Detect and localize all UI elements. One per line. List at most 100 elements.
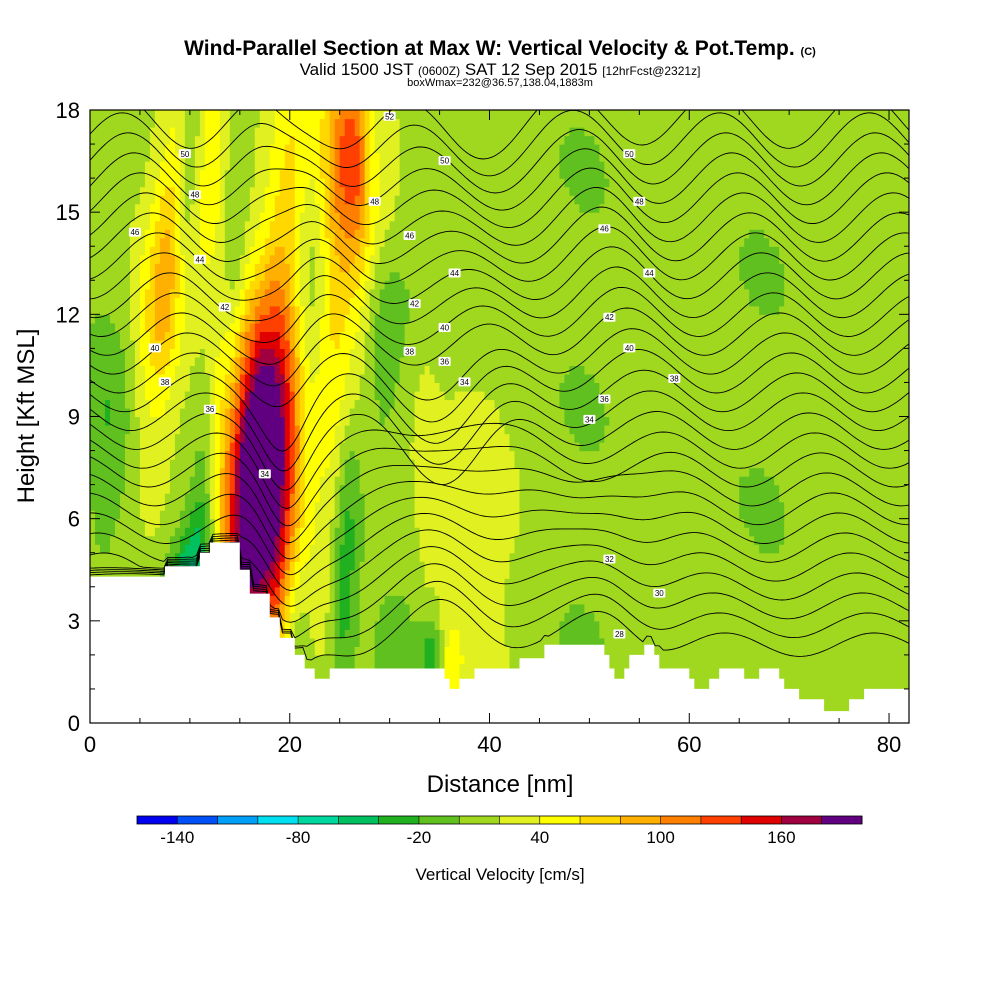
velocity-cell [329,195,336,205]
velocity-cell [604,663,909,673]
velocity-cell [274,535,281,545]
velocity-cell [174,212,181,222]
velocity-cell [444,654,466,664]
velocity-cell [739,510,785,520]
velocity-cell [249,382,256,392]
velocity-cell [299,297,311,307]
velocity-cell [339,212,361,222]
velocity-cell [224,382,231,392]
velocity-cell [304,203,321,213]
velocity-cell [94,535,111,545]
y-tick-label: 15 [56,200,80,225]
velocity-cell [374,220,391,230]
velocity-cell [194,501,206,511]
velocity-cell [204,365,216,375]
velocity-cell [214,501,221,511]
theta-label: 44 [645,269,654,278]
velocity-cell [239,399,246,409]
velocity-cell [504,595,909,605]
colorbar-swatch [257,816,299,824]
velocity-cell [269,152,286,162]
velocity-cell [249,186,266,196]
velocity-cell [90,459,126,469]
velocity-cell [149,246,161,256]
velocity-cell [504,586,909,596]
velocity-cell [374,654,426,664]
colorbar-swatch [378,816,420,824]
velocity-cell [519,467,750,477]
velocity-cell [174,297,186,307]
velocity-cell [90,390,126,401]
velocity-cell [304,501,316,511]
velocity-cell [129,416,141,426]
theta-contour [90,445,909,527]
velocity-cell [289,399,296,409]
theta-contour [90,286,909,345]
velocity-cell [219,459,226,469]
velocity-cell [449,629,461,639]
velocity-cell [224,476,231,486]
velocity-cell [359,135,366,145]
velocity-cell [369,118,376,128]
velocity-cell [409,297,750,307]
colorbar-label: 100 [646,828,674,847]
velocity-cell [294,552,301,562]
velocity-cell [90,476,126,486]
velocity-cell [179,356,196,367]
velocity-cell [414,407,501,418]
velocity-cell [179,544,186,554]
velocity-cell [90,212,136,222]
velocity-cell [304,331,321,341]
velocity-cell [294,510,301,520]
velocity-cell [169,459,196,469]
velocity-cell [374,314,411,324]
velocity-cell [189,484,206,494]
velocity-cell [294,399,301,409]
velocity-cell [289,331,296,341]
velocity-cell [284,373,291,384]
velocity-cell [289,518,296,528]
velocity-cell [324,305,331,315]
velocity-cell [179,425,211,435]
velocity-cell [154,297,171,307]
velocity-cell [444,663,461,673]
velocity-cell [359,637,376,647]
velocity-cell [259,212,276,222]
velocity-cell [369,178,381,188]
velocity-cell [229,152,256,162]
velocity-cell [264,271,291,281]
velocity-cell [149,220,156,230]
velocity-cell [249,195,266,205]
velocity-cell [149,348,171,358]
velocity-cell [234,348,241,358]
velocity-cell [214,246,226,256]
velocity-cell [274,203,296,213]
velocity-cell [284,152,296,162]
velocity-cell [289,467,296,477]
velocity-cell [294,169,321,179]
velocity-cell [90,518,96,528]
velocity-cell [354,544,366,554]
velocity-cell [144,518,161,528]
velocity-cell [169,356,181,367]
velocity-cell [299,518,306,528]
velocity-cell [329,544,336,554]
velocity-cell [199,237,216,247]
velocity-cell [279,356,286,367]
velocity-cell [214,373,226,384]
velocity-cell [374,246,381,256]
velocity-cell [169,382,191,392]
velocity-cell [254,288,266,298]
velocity-cell [319,314,331,324]
velocity-cell [279,390,286,401]
velocity-cell [189,561,196,571]
velocity-cell [299,314,306,324]
velocity-cell [414,501,521,511]
velocity-cell [369,212,381,222]
velocity-cell [359,127,366,137]
velocity-cell [234,476,241,486]
velocity-cell [149,144,166,154]
colorbar-swatch [418,816,460,824]
velocity-cell [599,144,909,154]
velocity-cell [224,237,246,247]
